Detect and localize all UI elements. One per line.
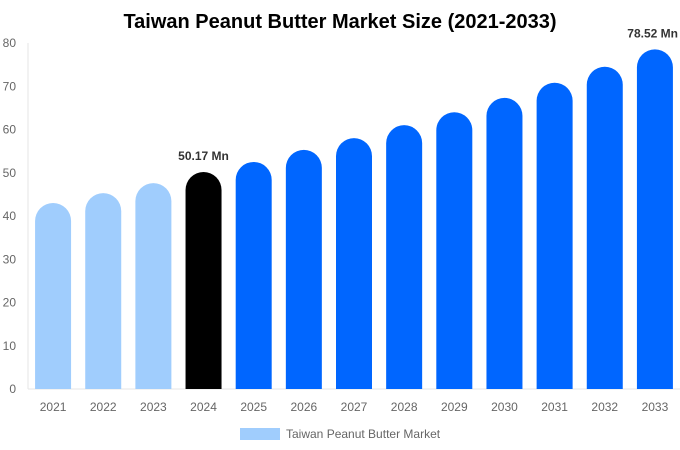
bar-2027[interactable]	[336, 138, 372, 389]
bar-2031[interactable]	[536, 82, 573, 389]
chart-title: Taiwan Peanut Butter Market Size (2021-2…	[123, 11, 556, 33]
bars	[35, 49, 673, 390]
bar-2028[interactable]	[386, 125, 423, 390]
x-tick-label: 2024	[190, 400, 217, 414]
bar-2029[interactable]	[436, 112, 473, 389]
bar-2026[interactable]	[285, 149, 322, 389]
x-tick-label: 2033	[642, 400, 669, 414]
y-tick-label: 20	[3, 296, 17, 310]
x-tick-label: 2032	[591, 400, 618, 414]
x-tick-label: 2028	[391, 400, 418, 414]
y-tick-label: 80	[3, 36, 17, 50]
data-label: 50.17 Mn	[178, 149, 229, 163]
legend-swatch	[240, 428, 280, 440]
y-tick-label: 30	[3, 252, 17, 266]
y-tick-label: 10	[3, 339, 17, 353]
x-tick-label: 2021	[40, 400, 67, 414]
x-tick-label: 2022	[90, 400, 117, 414]
x-tick-label: 2027	[341, 400, 368, 414]
x-tick-label: 2029	[441, 400, 468, 414]
bar-2021[interactable]	[35, 203, 72, 389]
x-tick-label: 2023	[140, 400, 167, 414]
bar-2032[interactable]	[586, 66, 623, 389]
bar-2024[interactable]	[185, 172, 222, 389]
bar-2030[interactable]	[486, 97, 523, 390]
x-tick-label: 2031	[541, 400, 568, 414]
data-labels: 50.17 Mn 78.52 Mn	[178, 26, 678, 163]
legend-label[interactable]: Taiwan Peanut Butter Market	[286, 427, 441, 441]
y-tick-label: 50	[3, 166, 17, 180]
bar-2025[interactable]	[235, 161, 272, 389]
x-axis: 2021 2022 2023 2024 2025 2026 2027 2028 2029 2030…	[40, 400, 669, 414]
y-tick-label: 60	[3, 123, 17, 137]
x-tick-label: 2030	[491, 400, 518, 414]
data-label: 78.52 Mn	[627, 26, 678, 40]
y-tick-label: 40	[3, 209, 17, 223]
bar-2033[interactable]	[636, 49, 673, 389]
y-tick-label: 0	[9, 382, 16, 396]
bar-2023[interactable]	[135, 183, 172, 389]
x-tick-label: 2026	[290, 400, 317, 414]
y-tick-label: 70	[3, 79, 17, 93]
x-tick-label: 2025	[240, 400, 267, 414]
bar-2022[interactable]	[85, 193, 122, 389]
